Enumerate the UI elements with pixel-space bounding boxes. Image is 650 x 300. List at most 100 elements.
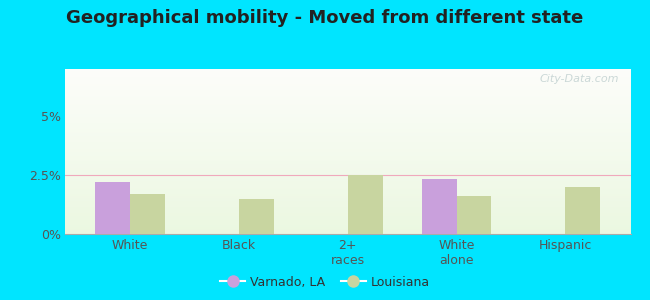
Bar — [65, 118, 630, 119]
Bar — [65, 70, 630, 71]
Text: Geographical mobility - Moved from different state: Geographical mobility - Moved from diffe… — [66, 9, 584, 27]
Bar — [65, 148, 630, 149]
Bar — [65, 208, 630, 209]
Bar — [65, 154, 630, 155]
Bar — [65, 164, 630, 165]
Bar — [65, 228, 630, 229]
Bar — [65, 125, 630, 126]
Bar — [65, 103, 630, 104]
Bar — [65, 88, 630, 89]
Bar — [65, 233, 630, 234]
Bar — [65, 130, 630, 131]
Bar — [65, 179, 630, 180]
Bar — [65, 93, 630, 94]
Bar — [65, 196, 630, 197]
Bar — [65, 222, 630, 223]
Bar — [65, 230, 630, 231]
Bar — [65, 176, 630, 177]
Bar — [65, 158, 630, 159]
Bar — [65, 138, 630, 139]
Legend: Varnado, LA, Louisiana: Varnado, LA, Louisiana — [215, 271, 435, 294]
Bar — [65, 223, 630, 224]
Bar — [65, 203, 630, 204]
Bar — [65, 79, 630, 80]
Bar — [65, 77, 630, 78]
Bar — [65, 142, 630, 143]
Bar — [65, 108, 630, 109]
Bar — [65, 116, 630, 117]
Bar — [65, 126, 630, 127]
Bar — [65, 207, 630, 208]
Bar — [65, 159, 630, 160]
Bar — [65, 220, 630, 221]
Bar — [65, 115, 630, 116]
Bar — [65, 120, 630, 121]
Bar — [65, 177, 630, 178]
Bar — [65, 168, 630, 169]
Bar — [65, 160, 630, 161]
Bar — [65, 112, 630, 113]
Bar — [65, 97, 630, 98]
Bar — [65, 128, 630, 129]
Bar — [65, 139, 630, 140]
Bar — [65, 73, 630, 74]
Bar — [65, 165, 630, 166]
Bar — [65, 146, 630, 147]
Bar — [65, 133, 630, 134]
Bar — [65, 143, 630, 144]
Bar — [65, 131, 630, 132]
Bar — [65, 146, 630, 147]
Bar — [65, 214, 630, 215]
Bar — [65, 76, 630, 77]
Bar — [65, 74, 630, 75]
Bar — [65, 172, 630, 173]
Bar — [65, 167, 630, 168]
Bar — [65, 189, 630, 190]
Bar — [65, 219, 630, 220]
Bar — [65, 231, 630, 232]
Bar — [65, 186, 630, 187]
Bar — [65, 81, 630, 82]
Bar — [65, 102, 630, 103]
Bar — [65, 123, 630, 124]
Bar — [65, 107, 630, 108]
Bar — [65, 132, 630, 133]
Bar — [422, 178, 456, 234]
Bar — [65, 90, 630, 91]
Bar — [65, 153, 630, 154]
Bar — [65, 195, 630, 196]
Bar — [65, 217, 630, 218]
Bar — [65, 216, 630, 217]
Bar — [566, 187, 600, 234]
Bar — [65, 101, 630, 102]
Bar — [65, 155, 630, 156]
Bar — [348, 175, 383, 234]
Bar — [65, 94, 630, 95]
Bar — [456, 196, 491, 234]
Bar — [65, 156, 630, 157]
Bar — [65, 221, 630, 222]
Bar — [65, 197, 630, 198]
Bar — [130, 194, 165, 234]
Bar — [65, 100, 630, 101]
Bar — [65, 129, 630, 130]
Bar — [65, 109, 630, 110]
Bar — [65, 71, 630, 72]
Bar — [239, 199, 274, 234]
Bar — [65, 69, 630, 70]
Bar — [65, 134, 630, 135]
Bar — [65, 83, 630, 84]
Bar — [65, 118, 630, 119]
Bar — [65, 147, 630, 148]
Bar — [65, 137, 630, 138]
Bar — [65, 91, 630, 92]
Bar — [65, 78, 630, 79]
Bar — [65, 92, 630, 93]
Bar — [65, 106, 630, 107]
Bar — [65, 119, 630, 120]
Bar — [65, 225, 630, 226]
Bar — [65, 213, 630, 214]
Bar — [65, 171, 630, 172]
Bar — [65, 98, 630, 99]
Bar — [65, 127, 630, 128]
